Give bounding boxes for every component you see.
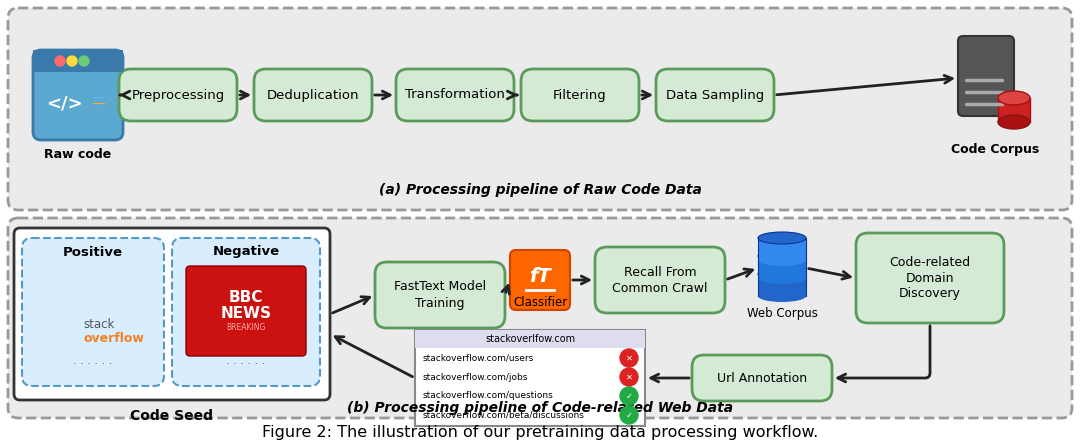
Text: Code Seed: Code Seed <box>131 409 214 423</box>
Text: stackoverflow.com/beta/discussions: stackoverflow.com/beta/discussions <box>423 410 585 420</box>
FancyBboxPatch shape <box>595 247 725 313</box>
Circle shape <box>620 368 638 386</box>
FancyBboxPatch shape <box>396 69 514 121</box>
Ellipse shape <box>758 290 806 302</box>
Text: stackoverflow.com/users: stackoverflow.com/users <box>423 354 535 363</box>
FancyBboxPatch shape <box>856 233 1004 323</box>
Circle shape <box>67 56 77 66</box>
Text: stackoverflow.com/jobs: stackoverflow.com/jobs <box>423 372 528 381</box>
Text: Web Corpus: Web Corpus <box>746 307 818 321</box>
FancyBboxPatch shape <box>415 330 645 426</box>
FancyBboxPatch shape <box>172 238 320 386</box>
Text: · · · · · ·: · · · · · · <box>73 359 112 369</box>
Text: Preprocessing: Preprocessing <box>132 88 225 102</box>
Text: · · · · · ·: · · · · · · <box>227 359 266 369</box>
Circle shape <box>620 349 638 367</box>
Text: —: — <box>91 98 105 112</box>
FancyBboxPatch shape <box>33 50 123 140</box>
Text: stackoverflow.com/questions: stackoverflow.com/questions <box>423 392 554 401</box>
Text: (a) Processing pipeline of Raw Code Data: (a) Processing pipeline of Raw Code Data <box>379 183 701 197</box>
Text: ✕: ✕ <box>625 372 633 381</box>
Text: Classifier: Classifier <box>513 296 567 309</box>
FancyBboxPatch shape <box>8 8 1072 210</box>
FancyBboxPatch shape <box>510 250 570 310</box>
Bar <box>415 330 645 348</box>
Text: stack: stack <box>83 318 114 330</box>
FancyBboxPatch shape <box>375 262 505 328</box>
Text: ✓: ✓ <box>625 392 633 401</box>
FancyBboxPatch shape <box>692 355 832 401</box>
Ellipse shape <box>758 250 806 262</box>
Text: Code Corpus: Code Corpus <box>950 144 1039 157</box>
Text: Transformation: Transformation <box>405 88 505 102</box>
Text: stackoverlfow.com: stackoverlfow.com <box>485 334 575 344</box>
Bar <box>758 238 806 260</box>
Ellipse shape <box>998 91 1030 105</box>
Ellipse shape <box>758 272 806 284</box>
Text: Data Sampling: Data Sampling <box>666 88 765 102</box>
Circle shape <box>55 56 65 66</box>
Circle shape <box>620 387 638 405</box>
Circle shape <box>620 406 638 424</box>
FancyBboxPatch shape <box>22 238 164 386</box>
Text: Url Annotation: Url Annotation <box>717 372 807 384</box>
Circle shape <box>79 56 89 66</box>
Text: (b) Processing pipeline of Code-related Web Data: (b) Processing pipeline of Code-related … <box>347 401 733 415</box>
Text: ✕: ✕ <box>625 354 633 363</box>
Ellipse shape <box>758 232 806 244</box>
Ellipse shape <box>758 254 806 266</box>
Text: Positive: Positive <box>63 245 123 259</box>
Text: BBC: BBC <box>229 290 264 306</box>
Text: BREAKING: BREAKING <box>227 323 266 333</box>
Ellipse shape <box>758 268 806 280</box>
FancyBboxPatch shape <box>8 218 1072 418</box>
Text: Recall From
Common Crawl: Recall From Common Crawl <box>612 265 707 294</box>
Text: </>: </> <box>45 94 82 112</box>
Bar <box>33 50 123 72</box>
FancyBboxPatch shape <box>119 69 237 121</box>
Text: Raw code: Raw code <box>44 148 111 161</box>
Text: ✓: ✓ <box>625 410 633 420</box>
FancyBboxPatch shape <box>521 69 639 121</box>
Bar <box>758 274 806 296</box>
FancyBboxPatch shape <box>656 69 774 121</box>
Text: Negative: Negative <box>213 245 280 259</box>
FancyBboxPatch shape <box>33 50 123 72</box>
Text: Figure 2: The illustration of our pretraining data processing workflow.: Figure 2: The illustration of our pretra… <box>261 425 819 439</box>
FancyBboxPatch shape <box>186 266 306 356</box>
Bar <box>998 98 1030 122</box>
Text: —: — <box>93 92 104 102</box>
FancyBboxPatch shape <box>254 69 372 121</box>
Text: NEWS: NEWS <box>220 306 271 322</box>
FancyBboxPatch shape <box>14 228 330 400</box>
Text: fT: fT <box>529 267 551 285</box>
Text: Code-related
Domain
Discovery: Code-related Domain Discovery <box>890 256 971 301</box>
Ellipse shape <box>998 115 1030 129</box>
FancyBboxPatch shape <box>958 36 1014 116</box>
Text: Deduplication: Deduplication <box>267 88 360 102</box>
Bar <box>758 256 806 278</box>
Text: FastText Model
Training: FastText Model Training <box>394 281 486 310</box>
Text: Filtering: Filtering <box>553 88 607 102</box>
Text: overflow: overflow <box>83 331 144 344</box>
